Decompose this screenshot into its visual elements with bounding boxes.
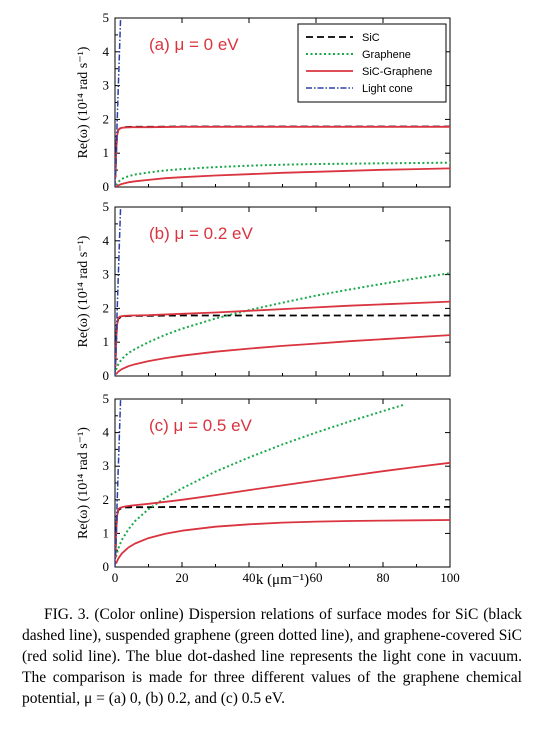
series-sic-graphene-line (115, 461, 450, 558)
y-tick-label: 1 (103, 145, 110, 160)
y-tick-label: 2 (103, 111, 110, 126)
series-light-cone-line (115, 399, 122, 567)
series-light-cone-line (115, 207, 122, 376)
y-tick-label: 5 (103, 200, 110, 214)
legend-label-graphene: Graphene (362, 49, 411, 61)
panel-label: (b) μ = 0.2 eV (149, 224, 253, 243)
y-tick-label: 3 (103, 267, 110, 282)
series-sic-graphene-line (115, 300, 450, 367)
x-tick-label: 40 (243, 570, 256, 585)
series-graphene-line (115, 404, 404, 558)
y-tick-label: 4 (103, 44, 110, 59)
series-sic-graphene-lower-line (115, 519, 450, 564)
y-tick-label: 1 (103, 525, 110, 540)
series-sic-graphene-lower-line (115, 167, 450, 187)
y-tick-label: 0 (103, 559, 110, 574)
y-tick-label: 3 (103, 458, 110, 473)
panel-label: (a) μ = 0 eV (149, 35, 239, 54)
y-tick-label: 4 (103, 425, 110, 440)
legend-label-light-cone: Light cone (362, 83, 413, 95)
series-group (115, 18, 450, 187)
panel-b-chart: 0 1 2 3 4 5 Re(ω) (10¹⁴ rad s⁻¹) (b) μ = 0.2 eV (76, 200, 451, 383)
y-tick-label: 2 (103, 492, 110, 507)
series-graphene-line (115, 161, 450, 186)
series-group (115, 399, 450, 567)
x-tick-label: 60 (310, 570, 323, 585)
y-tick-label: 0 (103, 368, 110, 383)
legend-label-sic: SiC (362, 32, 380, 44)
x-tick-label: 100 (440, 570, 460, 585)
series-sic-graphene-lower-line (115, 334, 450, 375)
figure: 0 1 2 3 4 5 Re(ω) (10¹⁴ rad s⁻¹) (a) μ = 0 eV Si… (76, 10, 460, 588)
y-tick-label: 1 (103, 334, 110, 349)
y-axis-label: Re(ω) (10¹⁴ rad s⁻¹) (76, 427, 91, 539)
series-graphene-line (115, 272, 450, 371)
x-tick-label: 80 (377, 570, 390, 585)
y-tick-label: 5 (103, 10, 110, 25)
panel-c-chart: 0 1 2 3 4 5 0 20 40 60 80 100 Re(ω) (10¹⁴ rad s⁻¹) k … (76, 391, 460, 588)
panel-label: (c) μ = 0.5 eV (149, 416, 253, 435)
caption-text: FIG. 3. (Color online) Dispersion relati… (22, 606, 522, 707)
x-tick-label: 0 (112, 570, 119, 585)
series-group (115, 207, 450, 376)
y-tick-label: 5 (103, 391, 110, 406)
legend-label-sic-graphene: SiC-Graphene (362, 66, 432, 78)
series-light-cone-line (115, 18, 122, 187)
y-tick-label: 0 (103, 179, 110, 194)
x-axis-label: k (μm⁻¹) (256, 572, 309, 588)
series-sic-line (115, 506, 450, 558)
y-tick-label: 4 (103, 233, 110, 248)
y-axis-label: Re(ω) (10¹⁴ rad s⁻¹) (76, 235, 91, 347)
y-axis-label: Re(ω) (10¹⁴ rad s⁻¹) (76, 46, 91, 158)
figure-caption: FIG. 3. (Color online) Dispersion relati… (22, 604, 522, 709)
y-tick-label: 2 (103, 300, 110, 315)
panel-a-chart: 0 1 2 3 4 5 Re(ω) (10¹⁴ rad s⁻¹) (a) μ = 0 eV Si… (76, 10, 451, 194)
y-tick-label: 3 (103, 78, 110, 93)
x-tick-label: 20 (176, 570, 189, 585)
